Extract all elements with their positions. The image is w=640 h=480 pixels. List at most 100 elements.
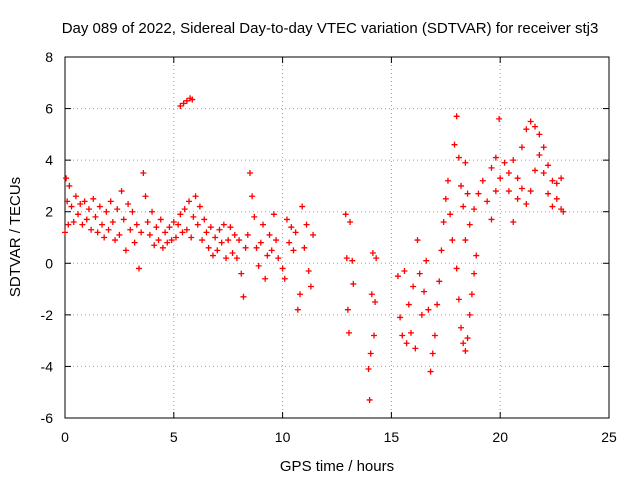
data-point: [233, 255, 240, 262]
data-point: [107, 198, 114, 205]
data-point: [135, 265, 142, 272]
data-point: [79, 221, 86, 228]
data-point: [345, 329, 352, 336]
data-point: [257, 239, 264, 246]
data-point: [122, 247, 129, 254]
data-point: [458, 182, 465, 189]
data-point: [240, 293, 247, 300]
data-point: [164, 239, 171, 246]
data-point: [434, 301, 441, 308]
data-point: [455, 154, 462, 161]
data-point: [85, 206, 92, 213]
data-point: [172, 234, 179, 241]
data-point: [370, 332, 377, 339]
data-point: [125, 200, 132, 207]
data-point: [103, 208, 110, 215]
data-point: [349, 257, 356, 264]
data-point: [201, 216, 208, 223]
data-point: [462, 237, 469, 244]
data-point: [286, 239, 293, 246]
data-point: [560, 208, 567, 215]
data-point: [149, 208, 156, 215]
data-point: [414, 237, 421, 244]
data-point: [192, 193, 199, 200]
data-point: [199, 237, 206, 244]
data-point: [488, 216, 495, 223]
data-point: [466, 221, 473, 228]
data-point: [545, 162, 552, 169]
data-point: [405, 301, 412, 308]
data-point: [342, 211, 349, 218]
data-point: [365, 366, 372, 373]
data-point: [438, 247, 445, 254]
data-point: [423, 257, 430, 264]
data-point: [299, 203, 306, 210]
data-point: [262, 275, 269, 282]
data-point: [70, 219, 77, 226]
data-point: [96, 203, 103, 210]
data-point: [505, 188, 512, 195]
y-tick-label: -4: [41, 358, 54, 374]
data-point: [558, 175, 565, 182]
data-point: [536, 131, 543, 138]
x-axis-label: GPS time / hours: [280, 458, 394, 475]
data-point: [518, 144, 525, 151]
data-point: [190, 213, 197, 220]
data-point: [367, 350, 374, 357]
data-point: [177, 211, 184, 218]
data-point: [460, 203, 467, 210]
data-point: [431, 332, 438, 339]
data-point: [231, 231, 238, 238]
data-point: [216, 226, 223, 233]
data-point: [527, 188, 534, 195]
data-point: [268, 247, 275, 254]
data-point: [368, 291, 375, 298]
data-point: [153, 224, 160, 231]
data-point: [532, 123, 539, 130]
data-point: [251, 213, 258, 220]
data-point: [453, 113, 460, 120]
data-point: [343, 255, 350, 262]
data-point: [536, 151, 543, 158]
data-point: [401, 268, 408, 275]
data-point: [442, 195, 449, 202]
data-point: [101, 234, 108, 241]
data-point: [471, 270, 478, 277]
data-point: [142, 193, 149, 200]
data-point: [146, 231, 153, 238]
data-point: [471, 206, 478, 213]
data-point: [453, 265, 460, 272]
data-point: [183, 97, 190, 104]
data-point: [170, 219, 177, 226]
data-point: [116, 231, 123, 238]
x-tick-label: 15: [384, 429, 400, 445]
data-point: [166, 224, 173, 231]
data-point: [189, 96, 196, 103]
data-point: [66, 182, 73, 189]
data-point: [63, 175, 70, 182]
data-point: [220, 221, 227, 228]
data-point: [549, 177, 556, 184]
y-tick-label: 6: [45, 101, 53, 117]
data-point: [505, 170, 512, 177]
data-point: [421, 288, 428, 295]
y-tick-label: 0: [45, 255, 53, 271]
data-point: [264, 252, 271, 259]
data-point: [545, 190, 552, 197]
data-point: [155, 237, 162, 244]
data-point: [229, 249, 236, 256]
data-point: [273, 237, 280, 244]
data-point: [238, 270, 245, 277]
data-point: [436, 278, 443, 285]
data-point: [92, 213, 99, 220]
data-point: [138, 229, 145, 236]
data-point: [227, 224, 234, 231]
data-point: [350, 280, 357, 287]
data-point: [514, 175, 521, 182]
data-point: [549, 203, 556, 210]
data-point: [294, 306, 301, 313]
data-point: [527, 118, 534, 125]
data-point: [62, 229, 68, 236]
y-tick-label: 8: [45, 49, 53, 65]
